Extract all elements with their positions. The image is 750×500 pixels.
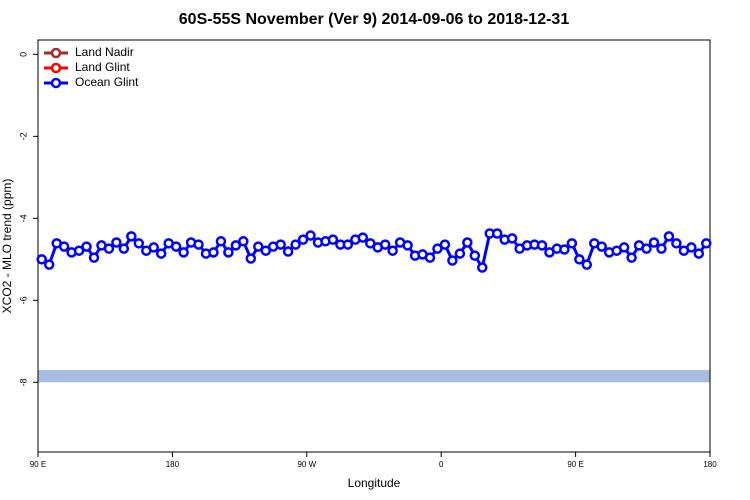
point [290,239,301,250]
band [38,370,710,383]
point [626,252,637,263]
point [439,239,451,250]
point [253,241,264,252]
point [223,247,234,258]
legend-marker [50,62,62,74]
point [574,254,585,265]
legend-marker [50,47,62,59]
point [536,240,548,251]
point [566,238,578,249]
point [693,248,705,259]
point [641,243,652,254]
point [357,232,369,243]
point [88,252,100,263]
y-tick-label: -2 [18,132,28,140]
x-tick-label: 90 E [30,460,46,469]
point [581,259,593,270]
point [342,239,354,250]
chart-title: 60S-55S November (Ver 9) 2014-09-06 to 2… [179,11,570,28]
point [618,242,630,253]
point [596,241,607,252]
point [103,243,115,254]
point [656,243,667,254]
point [260,245,271,256]
point [58,241,70,252]
point [118,243,130,254]
point [193,239,204,250]
y-tick-label: -4 [18,214,28,222]
point [402,240,413,251]
legend-label: Ocean Glint [75,75,139,89]
point [477,262,488,273]
point [432,243,443,254]
point [230,240,242,251]
point [469,250,481,261]
point [686,242,697,253]
point [506,233,518,244]
y-axis-label: XCO2 - MLO trend (ppm) [0,179,14,314]
point [701,238,712,249]
point [81,241,92,252]
point [297,234,309,245]
point [73,245,85,256]
point [208,247,219,258]
x-tick-label: 180 [166,460,180,469]
point [559,244,570,255]
point [424,252,436,263]
legend-marker [50,77,62,89]
point [36,254,47,265]
point [126,231,137,242]
legend-label: Land Glint [75,60,130,74]
y-tick-label: 0 [18,52,28,57]
point [133,238,145,249]
point [454,248,466,259]
point [648,237,660,248]
point [238,236,249,247]
point [111,237,122,248]
y-tick-label: -6 [18,296,28,304]
x-tick-label: 90 W [297,460,316,469]
point [327,234,339,245]
point [663,231,675,242]
point [447,255,458,266]
point [365,238,376,249]
x-tick-label: 90 E [567,460,583,469]
x-tick-label: 0 [439,460,444,469]
point [148,242,159,253]
x-tick-label: 180 [703,460,717,469]
point [282,246,294,257]
point [305,230,316,241]
point [387,245,398,256]
point [491,228,503,239]
point [462,237,473,248]
legend-label: Land Nadir [75,45,134,59]
point [379,239,391,250]
point [155,248,167,259]
point [170,241,182,252]
point [43,259,55,270]
point [275,239,286,250]
x-axis-label: Longitude [348,476,401,490]
y-tick-label: -8 [18,378,28,386]
point [245,253,257,264]
point [215,236,227,247]
point [178,247,189,258]
point [671,238,682,249]
